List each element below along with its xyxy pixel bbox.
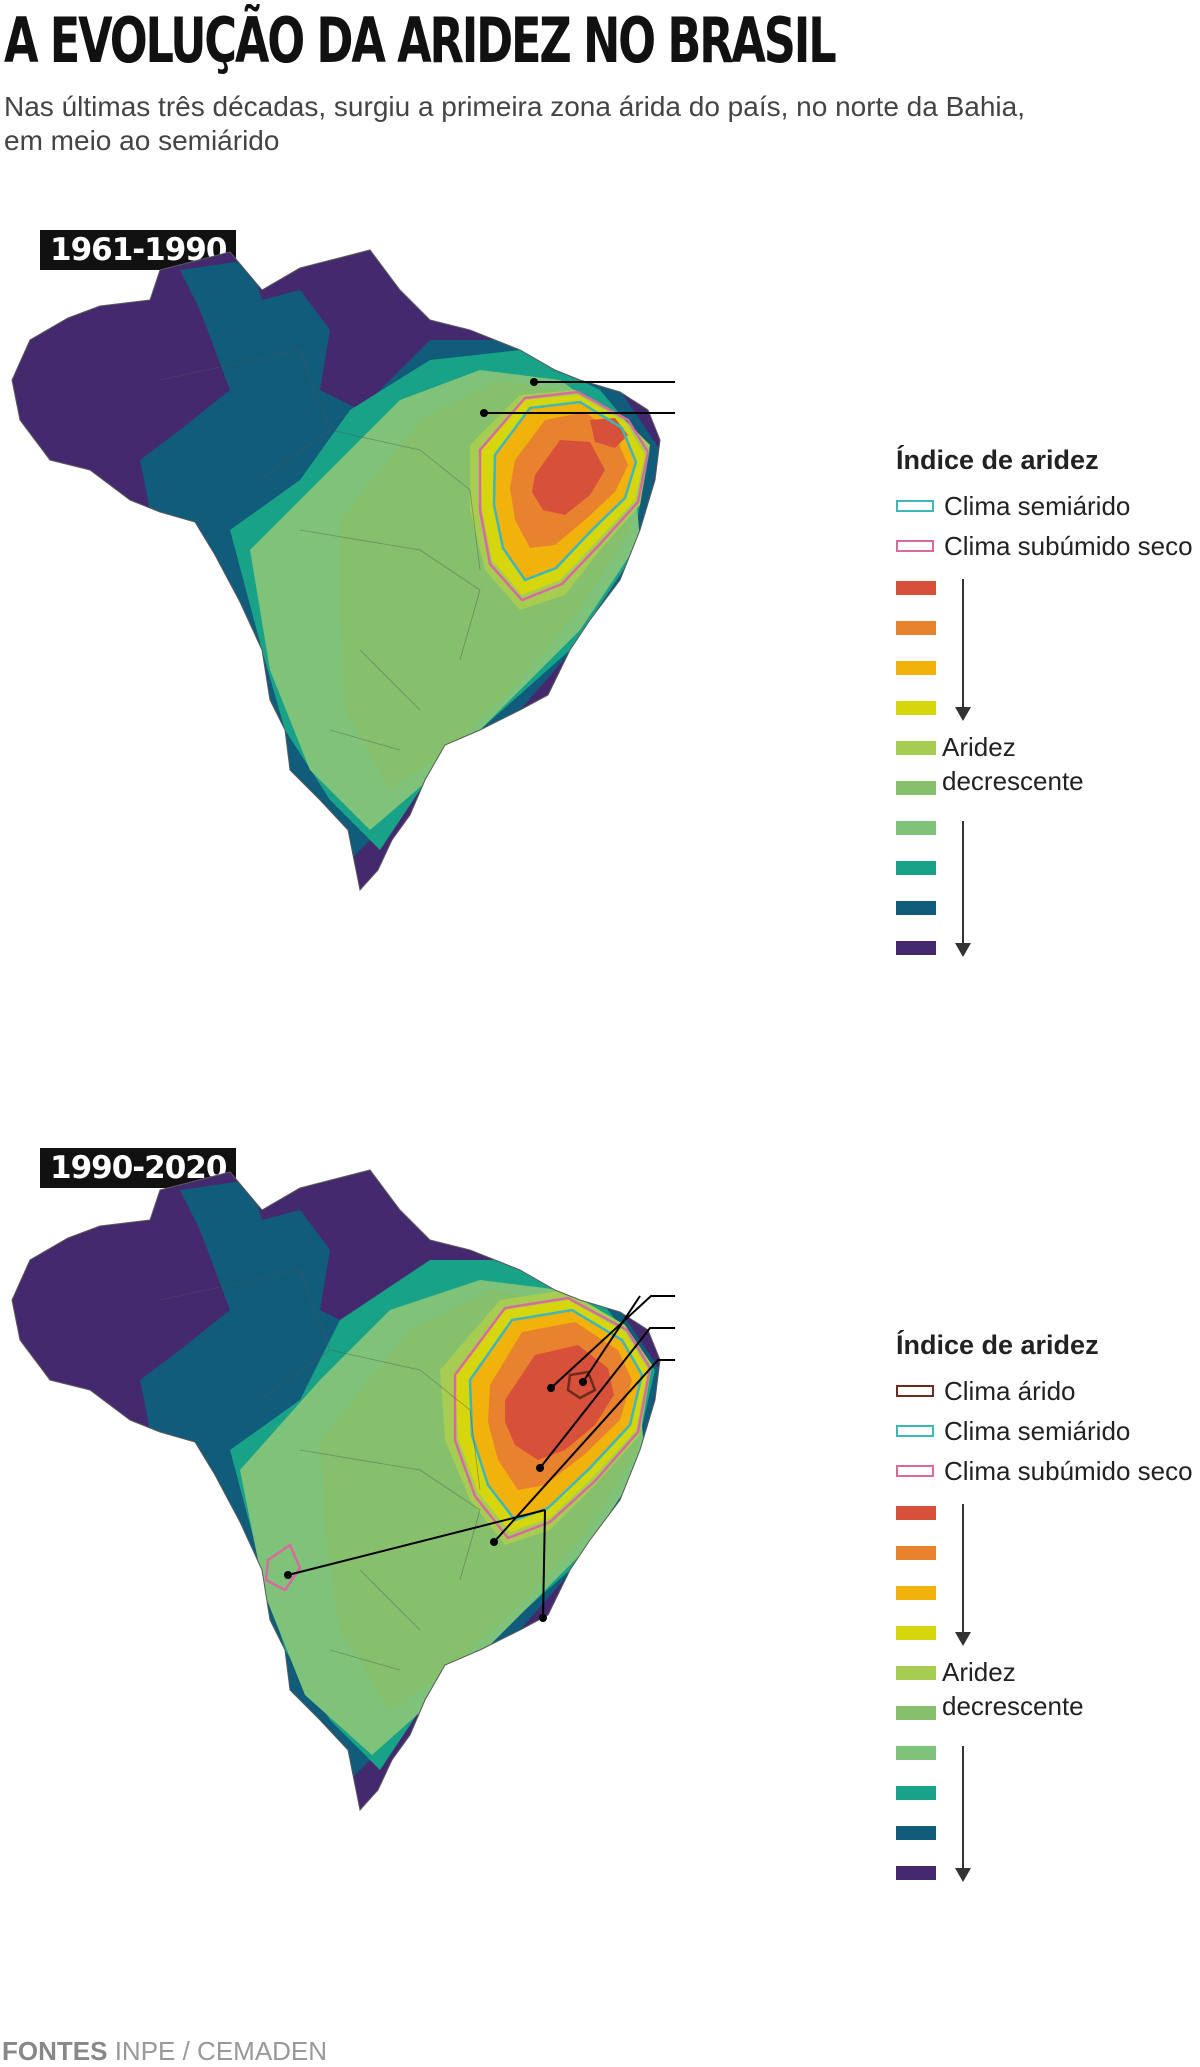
arrow-line bbox=[962, 1746, 964, 1870]
dry-subhumid-outline-2020 bbox=[453, 1296, 652, 1540]
arrow-down-icon bbox=[955, 943, 971, 957]
decreasing-aridity-label: Aridez decrescente bbox=[942, 1657, 1084, 1721]
scale-swatch-6 bbox=[896, 781, 936, 795]
scale-swatch-4 bbox=[896, 1626, 936, 1640]
semiarid-outline-swatch bbox=[896, 1425, 934, 1437]
scale-swatch-1 bbox=[896, 581, 936, 595]
legend-1990-2020: Índice de aridez Clima árido Clima semiá… bbox=[890, 1330, 1200, 1890]
semiarid-outline-swatch bbox=[896, 500, 934, 512]
legend-item-dry-subhumid: Clima subúmido seco bbox=[896, 531, 1193, 561]
semiarid-outline-1961 bbox=[492, 400, 638, 582]
legend-label: Clima subúmido seco bbox=[944, 530, 1193, 561]
arrow-line bbox=[962, 1504, 964, 1634]
dry-subhumid-outline-swatch bbox=[896, 540, 934, 552]
scale-swatch-3 bbox=[896, 661, 936, 675]
legend-title: Índice de aridez bbox=[896, 445, 1099, 475]
decreasing-aridity-label: Aridez decrescente bbox=[942, 732, 1084, 796]
period-label-1990-2020: 1990-2020 bbox=[40, 1148, 237, 1188]
scale-swatch-5 bbox=[896, 1666, 936, 1680]
legend-item-semiarid: Clima semiárido bbox=[896, 491, 1130, 521]
page-subtitle: Nas últimas três décadas, surgiu a prime… bbox=[4, 91, 1026, 156]
arrow-down-icon bbox=[955, 1868, 971, 1882]
brazil-map-1990-2020 bbox=[11, 1169, 675, 1812]
sources-credit: FONTES INPE / CEMADEN bbox=[2, 2036, 327, 2067]
scale-swatch-10 bbox=[896, 1866, 936, 1880]
legend-title: Índice de aridez bbox=[896, 1330, 1099, 1360]
legend-label: Clima árido bbox=[944, 1375, 1076, 1406]
scale-swatch-2 bbox=[896, 621, 936, 635]
scale-swatch-9 bbox=[896, 901, 936, 915]
scale-swatch-7 bbox=[896, 821, 936, 835]
sources-label: FONTES bbox=[2, 2036, 108, 2066]
arid-outline-swatch bbox=[896, 1385, 934, 1397]
legend-label: Clima semiárido bbox=[944, 1415, 1131, 1446]
legend-1961-1990: Índice de aridez Clima semiárido Clima s… bbox=[890, 445, 1200, 965]
dry-subhumid-outline-1961 bbox=[478, 390, 650, 602]
period-label-1961-1990: 1961-1990 bbox=[40, 230, 237, 270]
arrow-down-icon bbox=[955, 1632, 971, 1646]
page-title: A EVOLUÇÃO DA ARIDEZ NO BRASIL bbox=[4, 4, 837, 77]
scale-swatch-8 bbox=[896, 1786, 936, 1800]
sources-text: INPE / CEMADEN bbox=[114, 2036, 328, 2066]
arrow-down-icon bbox=[955, 707, 971, 721]
arrow-line bbox=[962, 821, 964, 945]
dry-subhumid-outline-swatch bbox=[896, 1465, 934, 1477]
scale-swatch-10 bbox=[896, 941, 936, 955]
legend-item-dry-subhumid: Clima subúmido seco bbox=[896, 1456, 1193, 1486]
scale-swatch-1 bbox=[896, 1506, 936, 1520]
scale-swatch-5 bbox=[896, 741, 936, 755]
scale-swatch-6 bbox=[896, 1706, 936, 1720]
scale-swatch-9 bbox=[896, 1826, 936, 1840]
scale-swatch-8 bbox=[896, 861, 936, 875]
arrow-line bbox=[962, 579, 964, 709]
legend-item-semiarid: Clima semiárido bbox=[896, 1416, 1130, 1446]
scale-swatch-2 bbox=[896, 1546, 936, 1560]
brazil-map-1961-1990 bbox=[11, 249, 675, 892]
dry-subhumid-outline-west-2020 bbox=[264, 1543, 302, 1592]
legend-label: Clima subúmido seco bbox=[944, 1455, 1193, 1486]
legend-label: Clima semiárido bbox=[944, 490, 1131, 521]
semiarid-outline-2020 bbox=[468, 1308, 644, 1522]
scale-swatch-7 bbox=[896, 1746, 936, 1760]
scale-swatch-3 bbox=[896, 1586, 936, 1600]
scale-swatch-4 bbox=[896, 701, 936, 715]
legend-item-arid: Clima árido bbox=[896, 1376, 1076, 1406]
